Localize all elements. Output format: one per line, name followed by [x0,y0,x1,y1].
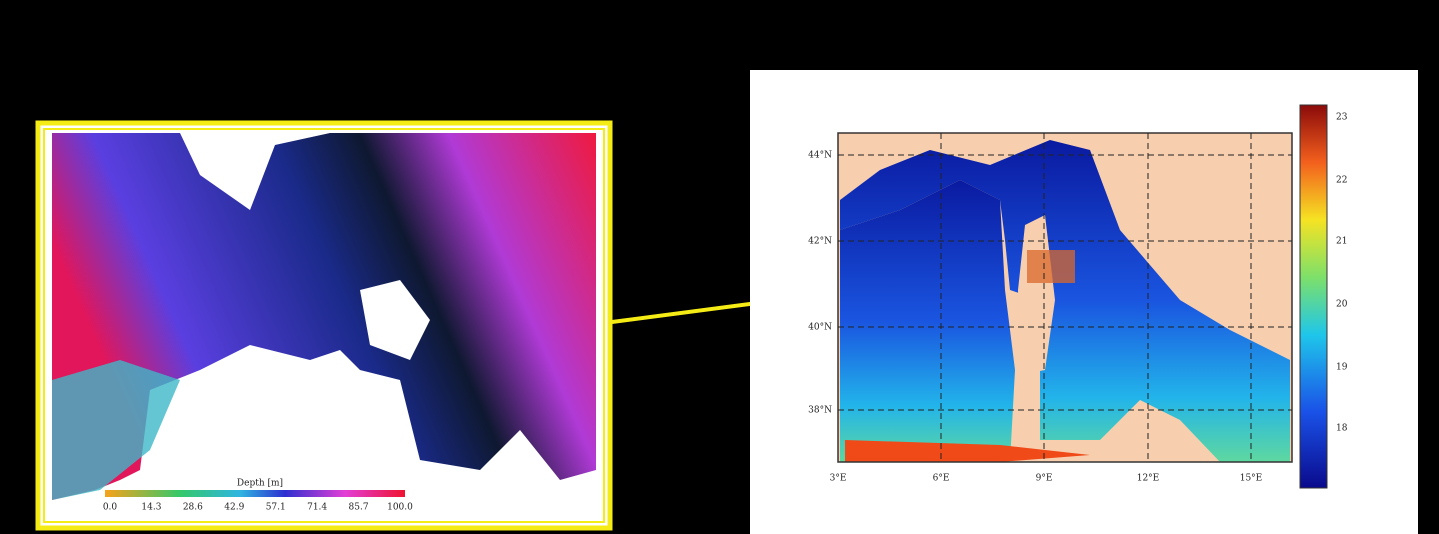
highlight-box [1027,250,1075,283]
lon-label: 12°E [1137,474,1160,484]
sst-colorbar [1299,104,1328,489]
depth-tick-label: 57.1 [266,503,286,513]
sea-west [840,180,1015,462]
lon-label: 15°E [1240,474,1263,484]
lat-label: 38°N [808,406,832,416]
left-frame-inner [43,128,605,523]
colorbar-tick-label: 18 [1336,424,1348,434]
depth-tick-label: 28.6 [183,503,203,513]
depth-tick-label: 42.9 [224,503,244,513]
left-shallow [52,360,180,500]
depth-tick-label: 85.7 [349,503,369,513]
colorbar-tick-label: 23 [1336,113,1348,123]
lon-label: 3°E [830,474,847,484]
depth-tick-label: 71.4 [307,503,327,513]
colorbar-tick-label: 22 [1336,176,1347,186]
depth-colorbar [105,490,405,497]
depth-tick-label: 0.0 [103,503,118,513]
depth-tick-label: 14.3 [141,503,161,513]
lat-label: 44°N [808,151,832,161]
colorbar-tick-label: 19 [1336,363,1348,373]
map-frame [837,132,1293,463]
lon-label: 6°E [933,474,950,484]
warm-strip [845,440,1090,462]
depth-title: Depth [m] [237,479,283,489]
depth-tick-label: 100.0 [387,503,413,513]
lat-label: 42°N [808,237,832,247]
lon-label: 9°E [1036,474,1053,484]
colorbar-tick-label: 21 [1336,237,1347,247]
graticule [838,133,1292,462]
sea [840,140,1290,462]
lat-label: 40°N [808,323,832,333]
left-sea [52,133,596,500]
colorbar-tick-label: 20 [1336,300,1348,310]
left-island [360,280,430,360]
